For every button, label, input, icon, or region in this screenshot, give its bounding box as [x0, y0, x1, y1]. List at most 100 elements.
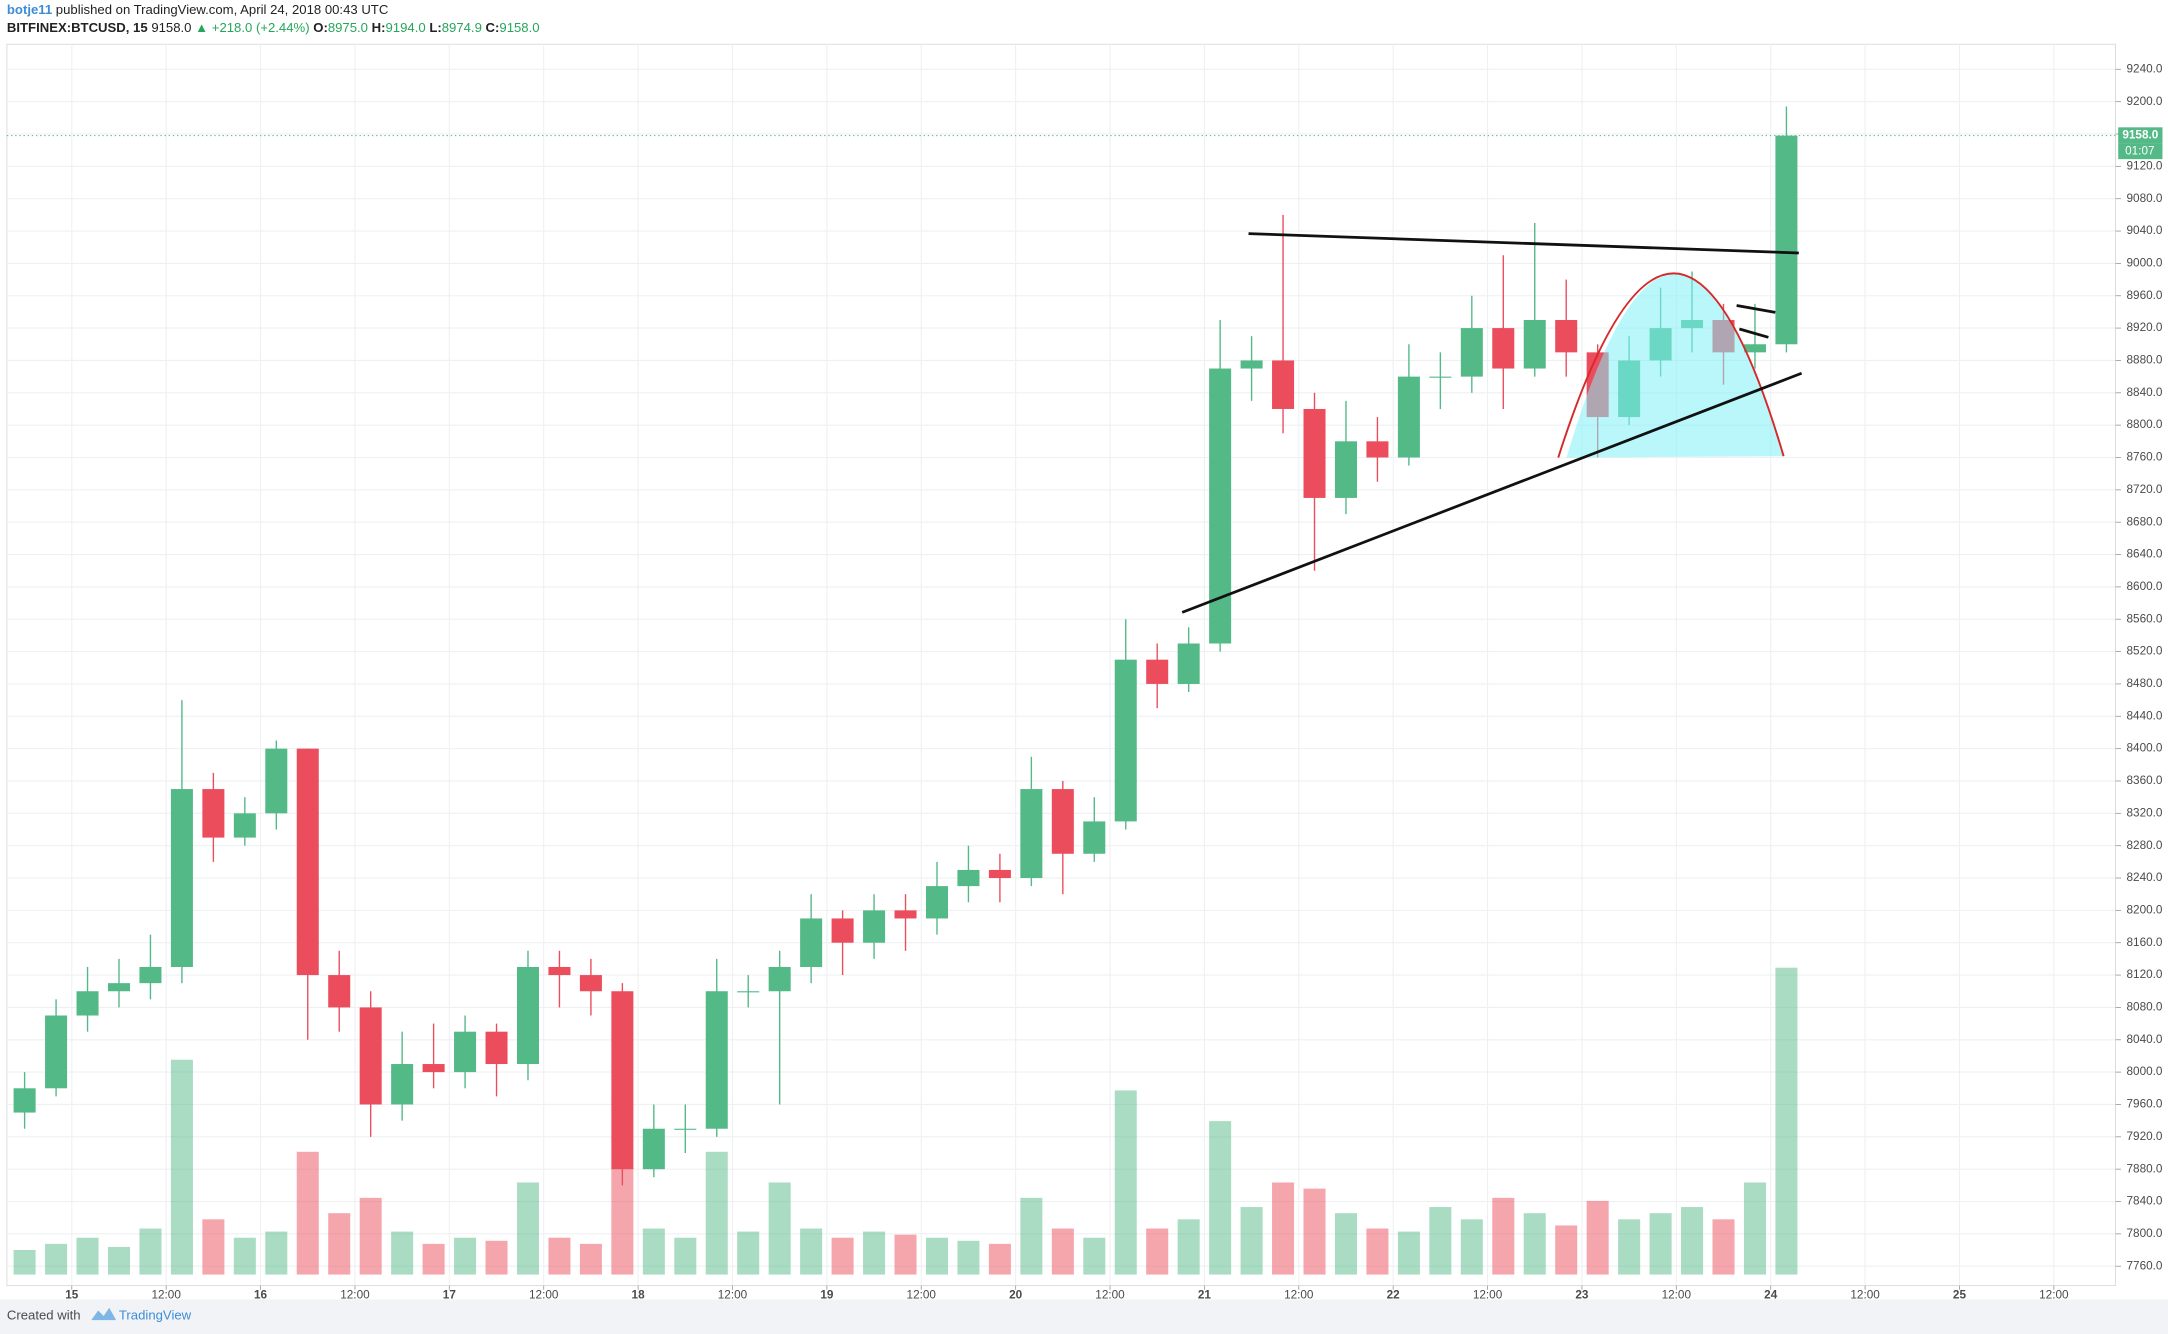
candle-body — [1429, 376, 1452, 378]
axes: 7760.0 7800.0 7840.0 7880.0 7920.0 7960.0 8000… — [6, 62, 2163, 1301]
y-tick-label: 8360.0 — [2127, 774, 2163, 787]
volume-bar — [863, 1231, 886, 1275]
candle-body — [611, 991, 634, 1170]
y-tick-label: 7760.0 — [2127, 1259, 2163, 1272]
volume-bar — [1366, 1228, 1389, 1275]
x-tick-label: 12:00 — [907, 1288, 937, 1301]
symbol: BITFINEX:BTCUSD, 15 — [7, 20, 148, 35]
x-tick-label: 12:00 — [1850, 1288, 1880, 1301]
x-tick-label: 19 — [820, 1288, 834, 1301]
drawings — [1181, 232, 1803, 614]
candle-body — [1334, 441, 1357, 498]
y-tick-label: 8200.0 — [2127, 903, 2163, 916]
candle-body — [76, 991, 99, 1016]
flag-line — [1736, 304, 1776, 314]
x-tick-label: 12:00 — [1284, 1288, 1314, 1301]
volume-bar — [548, 1237, 571, 1275]
candle-body — [1366, 441, 1389, 458]
volume-bar — [1240, 1207, 1263, 1275]
y-tick-label: 8280.0 — [2127, 839, 2163, 852]
x-tick-label: 21 — [1198, 1288, 1212, 1301]
candle-body — [957, 869, 980, 887]
y-tick-label: 8920.0 — [2127, 321, 2163, 334]
candle-body — [1020, 789, 1043, 879]
y-tick-label: 8560.0 — [2127, 612, 2163, 625]
x-tick-label: 24 — [1764, 1288, 1778, 1301]
candle-body — [894, 910, 917, 919]
x-tick-label: 25 — [1953, 1288, 1967, 1301]
footer-brand[interactable]: TradingView — [119, 1307, 192, 1322]
volume-bar — [642, 1228, 665, 1275]
x-tick-label: 16 — [254, 1288, 268, 1301]
y-tick-label: 8120.0 — [2127, 968, 2163, 981]
volume-bar — [391, 1231, 414, 1275]
price-tag-label: 9158.0 — [2122, 129, 2158, 142]
candle-body — [45, 1015, 68, 1089]
volume-bar — [1334, 1213, 1357, 1275]
c-value: 9158.0 — [499, 20, 539, 35]
y-tick-label: 8840.0 — [2127, 386, 2163, 399]
support-line — [1181, 371, 1803, 614]
y-tick-label: 8160.0 — [2127, 936, 2163, 949]
author[interactable]: botje11 — [7, 3, 52, 18]
l-value: 8974.9 — [442, 20, 482, 35]
candle-body — [863, 910, 886, 943]
volume-bar — [1272, 1182, 1295, 1275]
volume-bar — [76, 1237, 99, 1275]
volume-bar — [611, 1167, 634, 1275]
y-tick-label: 8960.0 — [2127, 289, 2163, 302]
candle-body — [1303, 408, 1326, 498]
candle-body — [1555, 320, 1578, 353]
volume-bar — [1586, 1200, 1609, 1275]
volume-bar — [1209, 1121, 1232, 1275]
y-tick-label: 9240.0 — [2127, 62, 2163, 75]
candle-body — [800, 918, 823, 967]
countdown-label: 01:07 — [2125, 145, 2154, 158]
candle-body — [579, 975, 602, 992]
volume-bar — [170, 1059, 193, 1275]
y-tick-label: 8320.0 — [2127, 806, 2163, 819]
y-tick-label: 8520.0 — [2127, 645, 2163, 658]
volume-bar — [359, 1197, 382, 1275]
candle-body — [1492, 328, 1515, 369]
x-tick-label: 12:00 — [1095, 1288, 1125, 1301]
y-tick-label: 8640.0 — [2127, 548, 2163, 561]
volume-bar — [422, 1243, 445, 1275]
countdown-tag — [2118, 143, 2163, 160]
candle-body — [265, 748, 288, 814]
y-tick-label: 7880.0 — [2127, 1162, 2163, 1175]
volume-bar — [957, 1240, 980, 1275]
candle-body — [233, 813, 256, 838]
candle-body — [1523, 320, 1546, 369]
candle-body — [737, 991, 760, 993]
candle-body — [988, 869, 1011, 879]
candle-body — [1051, 789, 1074, 854]
candle-body — [202, 789, 225, 838]
x-tick-label: 12:00 — [529, 1288, 559, 1301]
volume-bar — [516, 1182, 539, 1275]
volume-bar — [705, 1151, 728, 1275]
volume-bar — [1020, 1197, 1043, 1275]
candle-body — [768, 966, 791, 992]
x-tick-label: 12:00 — [1473, 1288, 1503, 1301]
x-tick-label: 18 — [632, 1288, 646, 1301]
candle-body — [328, 975, 351, 1008]
volume-bar — [674, 1237, 697, 1275]
resistance-line — [1248, 232, 1799, 255]
y-tick-label: 9040.0 — [2127, 224, 2163, 237]
x-tick-label: 23 — [1575, 1288, 1589, 1301]
volume-bar — [1429, 1207, 1452, 1275]
y-tick-label: 7840.0 — [2127, 1195, 2163, 1208]
y-tick-label: 8680.0 — [2127, 515, 2163, 528]
candle-body — [170, 789, 193, 967]
volume-bar — [13, 1250, 36, 1275]
volume-bar — [800, 1228, 823, 1275]
change: ▲ +218.0 (+2.44%) — [195, 20, 309, 35]
x-tick-label: 12:00 — [151, 1288, 181, 1301]
arc — [1557, 272, 1785, 458]
volume-bar — [485, 1240, 508, 1275]
o-value: 8975.0 — [328, 20, 368, 35]
